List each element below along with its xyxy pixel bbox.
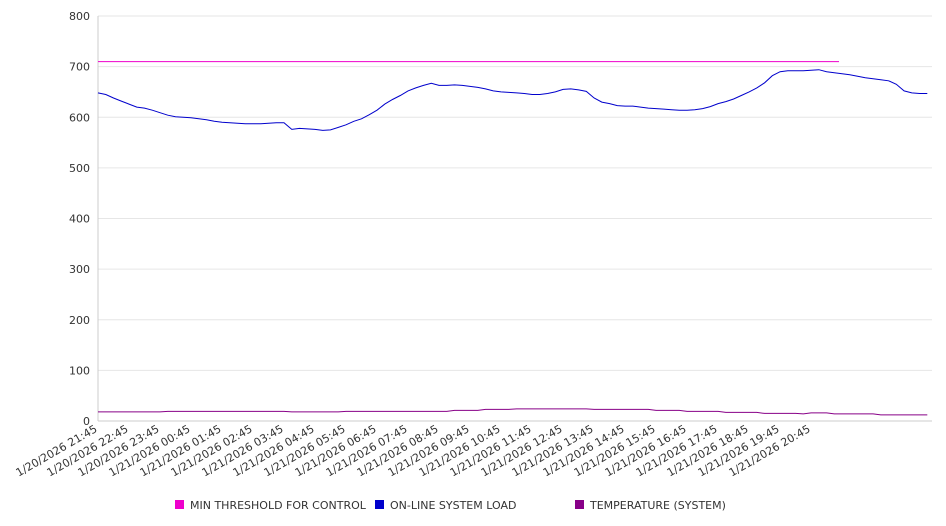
- legend-swatch-0: [175, 500, 184, 509]
- y-tick-label-300: 300: [69, 263, 90, 276]
- y-tick-label-800: 800: [69, 10, 90, 23]
- legend-label-2: TEMPERATURE (SYSTEM): [589, 499, 726, 512]
- y-tick-labels: 0 100 200 300 400 500 600 700 800: [69, 10, 90, 428]
- grid-lines: [98, 15, 932, 371]
- axes: [97, 16, 932, 422]
- legend-swatch-1: [375, 500, 384, 509]
- y-tick-label-200: 200: [69, 314, 90, 327]
- y-tick-label-400: 400: [69, 213, 90, 226]
- series-line-1: [97, 69, 928, 131]
- legend-label-1: ON-LINE SYSTEM LOAD: [390, 499, 516, 512]
- legend-swatch-2: [575, 500, 584, 509]
- legend-label-0: MIN THRESHOLD FOR CONTROL: [190, 499, 367, 512]
- y-tick-label-500: 500: [69, 162, 90, 175]
- y-tick-label-700: 700: [69, 61, 90, 74]
- series-lines: [97, 61, 928, 416]
- series-line-2: [98, 408, 928, 416]
- x-tick-labels: 1/20/2026 21:451/20/2026 22:451/20/2026 …: [14, 422, 813, 479]
- y-tick-label-0: 0: [83, 415, 90, 428]
- y-tick-label-600: 600: [69, 111, 90, 124]
- y-tick-label-100: 100: [69, 364, 90, 377]
- legend: MIN THRESHOLD FOR CONTROL ON-LINE SYSTEM …: [175, 499, 726, 512]
